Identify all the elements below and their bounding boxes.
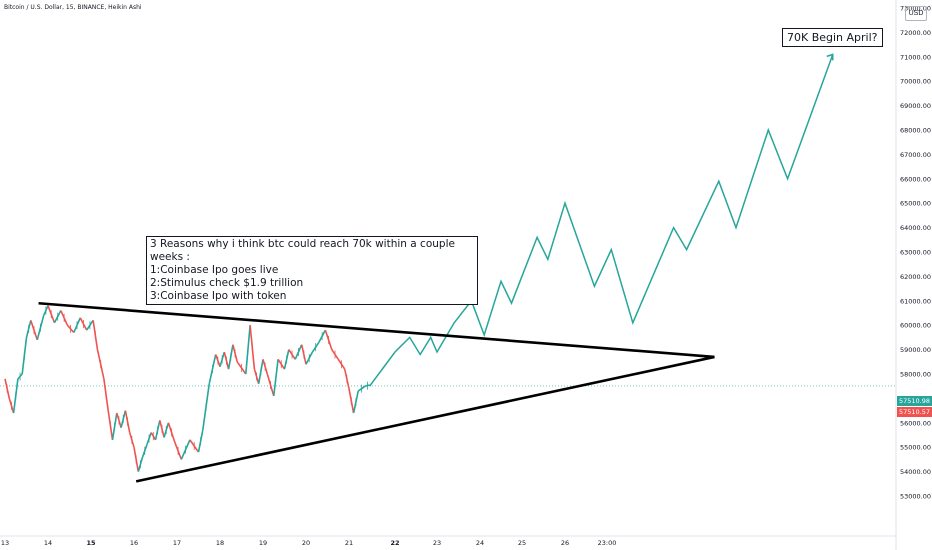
reason-1: 1:Coinbase Ipo goes live	[150, 264, 279, 276]
chart-title: Bitcoin / U.S. Dollar, 15, BINANCE, Heik…	[4, 4, 142, 11]
y-tick-label: 63000.00	[900, 249, 931, 257]
y-tick-label: 70000.00	[900, 78, 931, 86]
reasons-heading: 3 Reasons why i think btc could reach 70…	[150, 238, 455, 263]
y-tick-label: 66000.00	[900, 175, 931, 183]
target-annotation[interactable]: 70K Begin April?	[782, 28, 883, 47]
x-tick-label: 15	[86, 539, 96, 547]
y-tick-label: 53000.00	[900, 493, 931, 501]
x-tick-label: 18	[216, 539, 224, 547]
x-tick-label: 13	[1, 539, 9, 547]
lower-trendline	[135, 355, 715, 483]
projection-arrowhead	[826, 53, 834, 61]
projection-line	[369, 54, 834, 387]
x-tick-label: 26	[561, 539, 569, 547]
y-tick-label: 55000.00	[900, 444, 931, 452]
x-tick-label: 14	[44, 539, 52, 547]
y-tick-label: 56000.00	[900, 419, 931, 427]
last-price-label: 57510.98	[899, 397, 931, 405]
reason-3: 3:Coinbase Ipo with token	[150, 290, 287, 302]
y-tick-label: 71000.00	[900, 53, 931, 61]
x-tick-label: 25	[518, 539, 526, 547]
y-tick-label: 69000.00	[900, 102, 931, 110]
y-tick-label: 58000.00	[900, 371, 931, 379]
x-tick-label: 21	[345, 539, 353, 547]
y-tick-label: 67000.00	[900, 151, 931, 159]
bid-price-tag: 57510.57	[897, 407, 932, 417]
y-tick-label: 60000.00	[900, 322, 931, 330]
y-tick-label: 73000.00	[900, 5, 931, 13]
y-tick-label: 65000.00	[900, 200, 931, 208]
y-tick-label: 64000.00	[900, 224, 931, 232]
currency-button[interactable]: USD	[905, 6, 927, 21]
x-tick-label: 24	[476, 539, 484, 547]
y-tick-label: 72000.00	[900, 29, 931, 37]
x-tick-label: 20	[302, 539, 310, 547]
x-tick-label: 16	[130, 539, 138, 547]
last-price-tag: 57510.98	[897, 396, 932, 406]
x-tick-label: 23:00	[598, 539, 617, 547]
x-tick-label: 17	[173, 539, 181, 547]
y-tick-label: 59000.00	[900, 346, 931, 354]
upper-trendline	[38, 301, 715, 359]
x-tick-label: 22	[390, 539, 399, 547]
y-tick-label: 68000.00	[900, 127, 931, 135]
y-tick-label: 62000.00	[900, 273, 931, 281]
bid-price-label: 57510.57	[899, 408, 931, 416]
x-tick-label: 23	[433, 539, 441, 547]
y-tick-label: 54000.00	[900, 468, 931, 476]
x-tick-label: 19	[259, 539, 267, 547]
reason-2: 2:Stimulus check $1.9 trillion	[150, 277, 304, 289]
y-tick-label: 61000.00	[900, 297, 931, 305]
reasons-annotation[interactable]: 3 Reasons why i think btc could reach 70…	[146, 236, 478, 305]
